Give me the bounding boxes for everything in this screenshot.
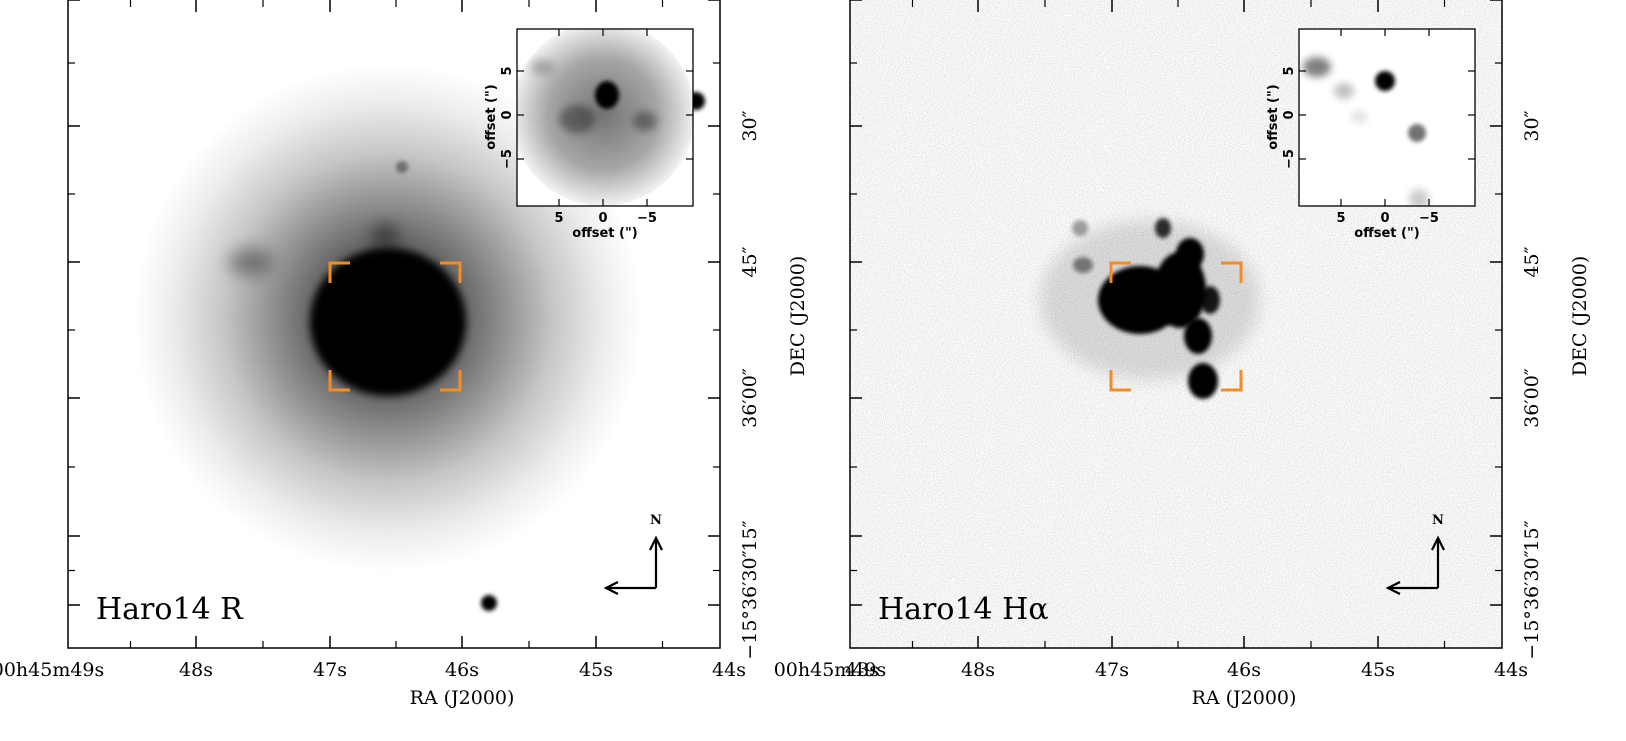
compass-north-head bbox=[649, 535, 663, 551]
dec-tick-label: 36′00″ bbox=[739, 368, 761, 428]
compass-east-head bbox=[603, 581, 619, 595]
ra-tick-label: 47s bbox=[313, 659, 347, 681]
dec-tick-label: −15°36′30″ bbox=[739, 550, 761, 659]
dec-tick-label: 15″ bbox=[1521, 520, 1543, 551]
compass-east-head bbox=[1385, 581, 1401, 595]
inset-knot bbox=[1408, 124, 1426, 142]
inset-y-label: offset (") bbox=[1266, 84, 1281, 149]
inset-x-tick-label: 5 bbox=[554, 211, 563, 226]
ra-tick-label: 46s bbox=[445, 659, 479, 681]
inset-glow bbox=[517, 29, 693, 206]
inset-x-label: offset (") bbox=[1354, 226, 1419, 241]
bracket-corner bbox=[1221, 261, 1243, 283]
galaxy-knot bbox=[228, 248, 272, 276]
ra-tick-label: 47s bbox=[1095, 659, 1129, 681]
inset-region-brackets bbox=[328, 261, 462, 392]
ra-tick-label: 44s bbox=[1494, 659, 1528, 681]
x-axis-label: RA (J2000) bbox=[1192, 687, 1297, 709]
panel-name: Haro14 Hα bbox=[878, 592, 1049, 627]
inset-frame bbox=[1298, 28, 1476, 207]
inset-background bbox=[1299, 29, 1475, 206]
bracket-corner bbox=[328, 261, 350, 283]
inset-knot bbox=[1334, 83, 1354, 99]
inset-x-tick-label: 0 bbox=[1380, 211, 1389, 226]
compass-north-label: N bbox=[650, 513, 662, 528]
ra-tick-label: 43s bbox=[845, 659, 879, 681]
ra-tick-label: 44s bbox=[712, 659, 746, 681]
dec-tick-label: 15″ bbox=[739, 520, 761, 551]
inset-y-label: offset (") bbox=[484, 84, 499, 149]
inset-x-tick-label: 5 bbox=[1336, 211, 1345, 226]
inset-knot bbox=[1409, 189, 1429, 206]
star bbox=[481, 595, 497, 611]
inset-knot bbox=[1351, 111, 1367, 123]
inset-x-tick-label: −5 bbox=[637, 211, 657, 226]
compass bbox=[1385, 535, 1445, 595]
bracket-corner bbox=[1109, 261, 1131, 283]
inset-x-label: offset (") bbox=[572, 226, 637, 241]
halpha-knot bbox=[1072, 220, 1088, 236]
panel-name: Haro14 R bbox=[96, 592, 244, 627]
inset-knot bbox=[1303, 57, 1331, 77]
bracket-corner bbox=[440, 370, 462, 392]
dec-tick-label: 36′00″ bbox=[1521, 368, 1543, 428]
inset-knot bbox=[633, 111, 657, 131]
inset-region-brackets bbox=[1109, 261, 1243, 392]
dec-tick-label: 45″ bbox=[1521, 246, 1543, 277]
inset-x-tick-label: −5 bbox=[1419, 211, 1439, 226]
y-axis-label: DEC (J2000) bbox=[1569, 256, 1591, 376]
dec-tick-label: 45″ bbox=[739, 246, 761, 277]
compass bbox=[603, 535, 663, 595]
dec-tick-label: −15°36′30″ bbox=[1521, 550, 1543, 659]
inset-knot bbox=[559, 105, 595, 133]
halpha-knot bbox=[1040, 220, 1260, 380]
inset-knot bbox=[530, 59, 554, 75]
inset-y-tick-label: −5 bbox=[1282, 149, 1297, 169]
inset-y-tick-label: 0 bbox=[500, 110, 515, 119]
dec-tick-label: 30″ bbox=[1521, 110, 1543, 141]
panel-r: 00h45m49s 48s 47s 46s 45s 44s 43s RA (J2000) −15… bbox=[0, 0, 879, 709]
inset-nucleus bbox=[1375, 71, 1395, 91]
bracket-corner bbox=[440, 261, 462, 283]
bracket-corner bbox=[1109, 370, 1131, 392]
ra-tick-label: 00h45m49s bbox=[774, 659, 887, 681]
compass-north-head bbox=[1431, 535, 1445, 551]
bracket-corner bbox=[1221, 370, 1243, 392]
galaxy-knot bbox=[371, 224, 399, 248]
inset-x-tick-label: 0 bbox=[598, 211, 607, 226]
panel-frame bbox=[67, 0, 721, 649]
inset-image bbox=[517, 29, 693, 206]
inset-y-tick-label: −5 bbox=[500, 149, 515, 169]
x-axis-label: RA (J2000) bbox=[410, 687, 515, 709]
inset-y-tick-label: 5 bbox=[500, 66, 515, 75]
inset-frame bbox=[516, 28, 694, 207]
ra-tick-label: 46s bbox=[1227, 659, 1261, 681]
dec-tick-label: 30″ bbox=[739, 110, 761, 141]
inset-nucleus bbox=[595, 81, 619, 109]
ra-tick-label: 45s bbox=[1361, 659, 1395, 681]
y-axis-label: DEC (J2000) bbox=[787, 256, 809, 376]
panel-halpha: 00h45m49s 48s 47s 46s 45s 44s 43s RA (J2000) −15… bbox=[774, 0, 1591, 709]
galaxy-core bbox=[310, 248, 466, 396]
bracket-corner bbox=[328, 370, 350, 392]
inset-y-tick-label: 5 bbox=[1282, 66, 1297, 75]
ra-tick-label: 48s bbox=[961, 659, 995, 681]
compass-north-label: N bbox=[1432, 513, 1444, 528]
ra-tick-label: 48s bbox=[179, 659, 213, 681]
panel-frame bbox=[849, 0, 1503, 649]
inset-image bbox=[1299, 29, 1475, 206]
inset-y-tick-label: 0 bbox=[1282, 110, 1297, 119]
ra-tick-label: 45s bbox=[579, 659, 613, 681]
star bbox=[396, 161, 408, 173]
ra-tick-label: 00h45m49s bbox=[0, 659, 104, 681]
